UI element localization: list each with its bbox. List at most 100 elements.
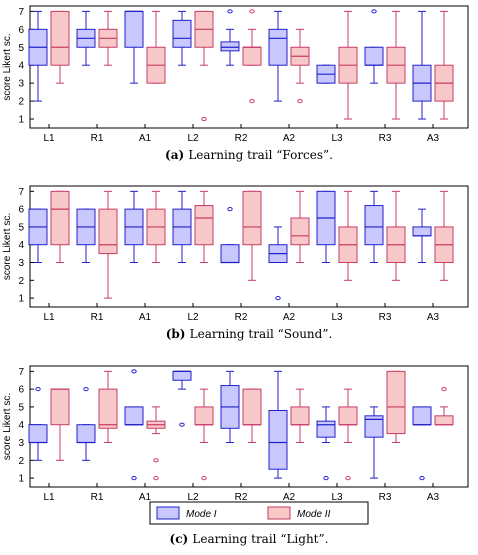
y-axis-label: score Likert sc. (2, 393, 13, 460)
box-mode1 (364, 190, 384, 264)
box-mode1 (172, 10, 192, 66)
box-mode1 (172, 370, 192, 427)
box-iqr (290, 217, 310, 246)
box-iqr (364, 46, 384, 66)
box-mode1 (76, 10, 96, 66)
outlier-point (297, 98, 303, 104)
x-tick-label: A1 (139, 492, 152, 503)
x-tick-label: L3 (331, 133, 343, 144)
x-tick-label: A2 (283, 133, 296, 144)
outlier-point (323, 476, 329, 481)
box-mode2 (50, 10, 70, 84)
y-axis-label: score Likert sc. (2, 33, 13, 100)
y-tick-label: 4 (18, 61, 24, 72)
box-iqr (290, 406, 310, 426)
outlier-point (249, 98, 255, 104)
box-mode1 (268, 370, 288, 479)
figure-caption: (c) Learning trail “Light”. (170, 532, 329, 546)
box-mode1 (28, 208, 48, 264)
box-iqr (268, 28, 288, 66)
chart-panel-2: 1 2 3 4 5 6 7 score Likert sc. L1 R1 A1 L2 R2 A2 L3 R3 A… (2, 185, 469, 341)
outlier-point (227, 207, 233, 212)
box-mode2 (50, 388, 70, 461)
box-mode1 (412, 208, 432, 264)
x-tick-label: L2 (187, 312, 199, 323)
box-mode1 (364, 406, 384, 479)
outlier-point (83, 387, 89, 392)
box-iqr (124, 406, 144, 426)
box-mode2 (434, 387, 454, 426)
box-iqr (434, 415, 454, 426)
box-mode1 (364, 9, 384, 84)
box-mode2 (338, 388, 358, 481)
x-tick-label: L2 (187, 133, 199, 144)
box-iqr (364, 205, 384, 246)
y-tick-label: 2 (18, 97, 24, 108)
box-mode1 (316, 64, 336, 84)
y-tick-label: 1 (18, 294, 24, 305)
box-iqr (76, 424, 96, 444)
outlier-point (153, 476, 159, 481)
y-tick-label: 1 (18, 474, 24, 485)
y-tick-label: 7 (18, 187, 24, 198)
caption-tag: (b) (166, 327, 190, 341)
box-iqr (50, 10, 70, 66)
outlier-point (179, 422, 185, 427)
box-iqr (220, 41, 240, 52)
legend-frame (149, 501, 369, 525)
x-tick-label: R3 (379, 492, 392, 503)
outlier-point (227, 9, 233, 14)
outlier-point (201, 476, 207, 481)
box-mode2 (146, 190, 166, 264)
y-tick-label: 6 (18, 205, 24, 216)
box-iqr (98, 388, 118, 429)
x-tick-label: L3 (331, 312, 343, 323)
box-mode2 (50, 190, 70, 264)
chart-panel-3: 1 2 3 4 5 6 7 score Likert sc. L1 R1 A1 L2 R2 A2 L3 R3 A… (2, 365, 469, 546)
y-tick-label: 3 (18, 79, 24, 90)
box-mode2 (434, 10, 454, 120)
box-mode2 (146, 10, 166, 84)
x-tick-label: R2 (235, 133, 248, 144)
x-tick-label: L3 (331, 492, 343, 503)
y-tick-label: 5 (18, 222, 24, 233)
box-mode2 (194, 388, 214, 481)
legend-label-mode2: Mode II (297, 509, 331, 520)
box-iqr (268, 409, 288, 470)
x-tick-label: A3 (427, 133, 440, 144)
box-mode2 (290, 190, 310, 264)
y-tick-label: 2 (18, 276, 24, 287)
box-mode1 (412, 406, 432, 481)
y-tick-label: 6 (18, 25, 24, 36)
box-iqr (242, 190, 262, 246)
y-tick-label: 4 (18, 240, 24, 251)
box-mode1 (316, 406, 336, 481)
box-mode1 (172, 190, 192, 264)
y-tick-label: 7 (18, 7, 24, 18)
box-mode2 (194, 190, 214, 264)
x-tick-label: L1 (43, 133, 55, 144)
box-iqr (194, 406, 214, 426)
box-mode2 (194, 10, 214, 122)
box-mode1 (268, 10, 288, 102)
box-mode1 (220, 9, 240, 66)
box-mode2 (98, 370, 118, 444)
box-mode2 (146, 406, 166, 481)
box-iqr (386, 370, 406, 435)
y-tick-label: 5 (18, 43, 24, 54)
box-mode1 (76, 387, 96, 461)
box-mode2 (290, 388, 310, 444)
box-mode2 (242, 9, 262, 104)
y-axis-label: score Likert sc. (2, 213, 13, 280)
legend-swatch-mode1 (156, 506, 180, 520)
y-tick-label: 4 (18, 420, 24, 431)
box-iqr (242, 46, 262, 66)
caption-tag: (c) (170, 532, 193, 546)
outlier-point (35, 387, 41, 392)
box-iqr (194, 205, 214, 246)
box-iqr (412, 226, 432, 237)
outlier-point (131, 476, 137, 481)
box-mode2 (386, 370, 406, 444)
box-mode1 (220, 370, 240, 444)
box-mode1 (28, 10, 48, 102)
